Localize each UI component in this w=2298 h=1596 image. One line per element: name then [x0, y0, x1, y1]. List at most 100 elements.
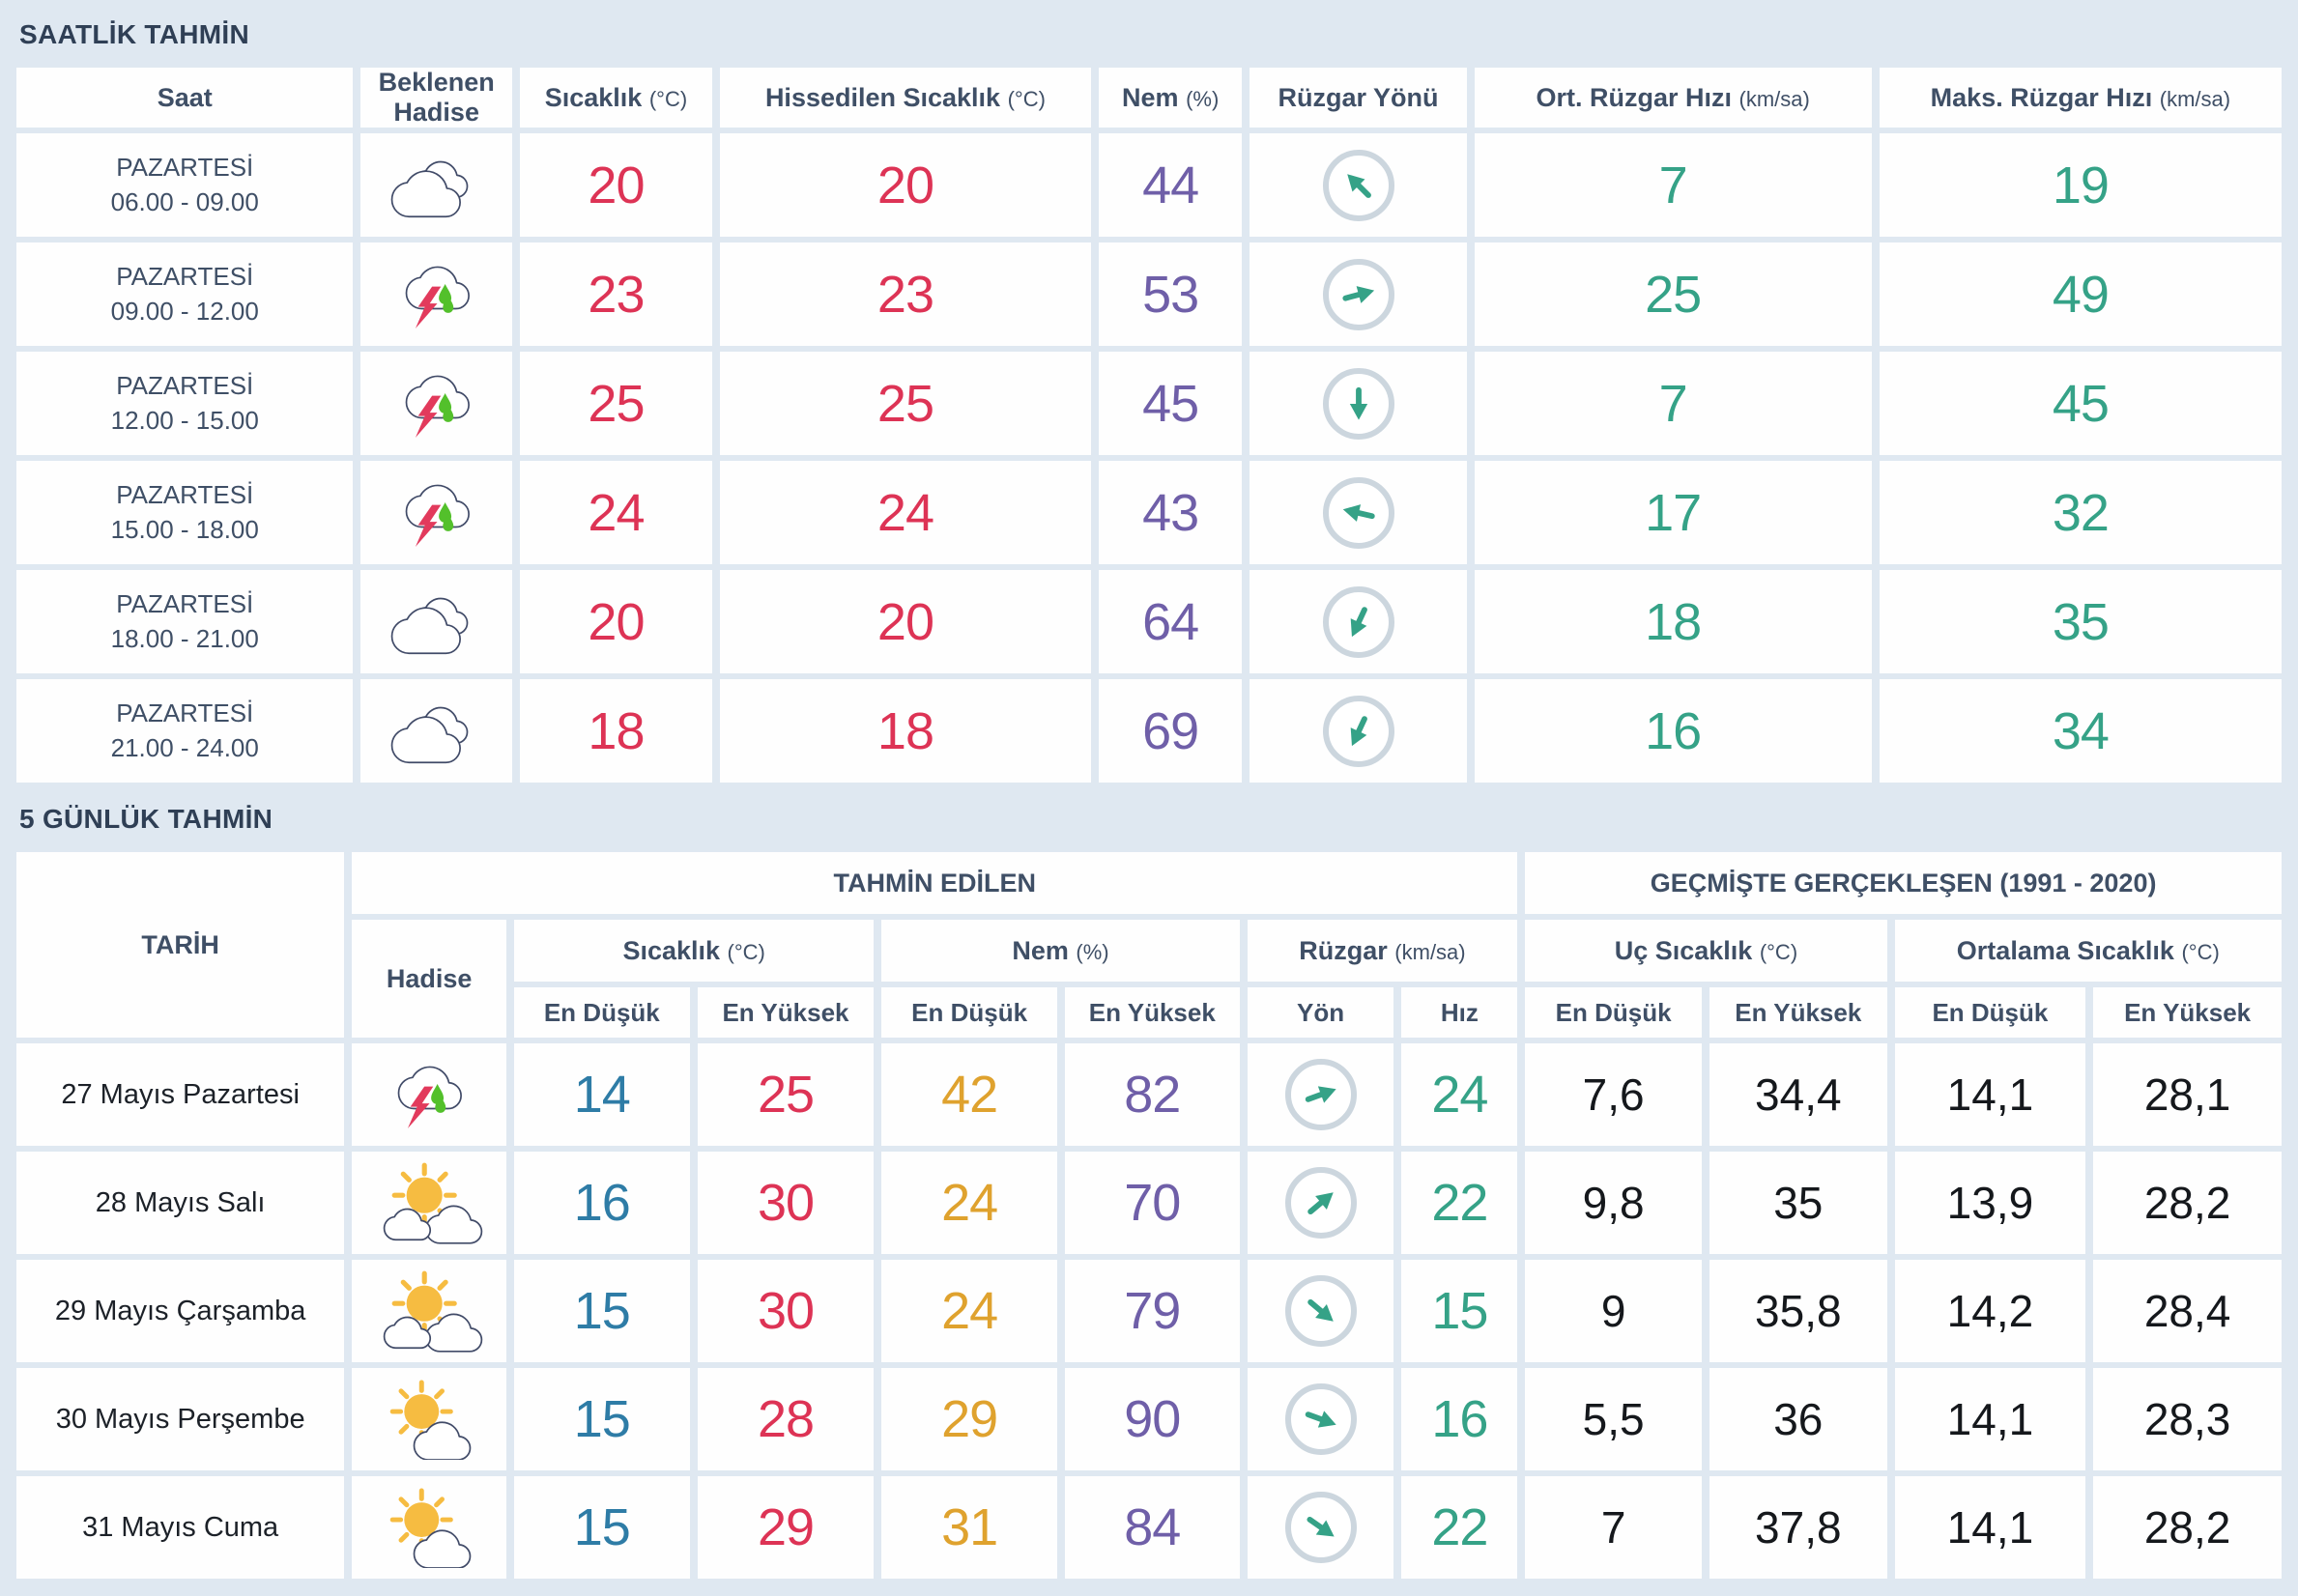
feels-like-cell: 20 — [719, 570, 1091, 673]
avg-wind-speed-cell: 18 — [1474, 570, 1872, 673]
two-clouds-icon — [388, 613, 485, 630]
col-header-time: Saat — [16, 68, 354, 128]
col-header-event: Hadise — [352, 920, 507, 1038]
col-header-ext-min: En Düşük — [1525, 987, 1702, 1038]
extreme-max-cell: 34,4 — [1709, 1043, 1887, 1146]
max-wind-speed-cell: 19 — [1879, 133, 2282, 237]
wind-direction-cell — [1250, 570, 1467, 673]
max-wind-speed-cell: 49 — [1879, 242, 2282, 346]
col-header-humidity: Nem (%) — [881, 920, 1240, 982]
humidity-cell: 45 — [1098, 352, 1243, 455]
time-cell: PAZARTESİ 12.00 - 15.00 — [16, 352, 354, 455]
col-header-humidity: Nem (%) — [1098, 68, 1243, 128]
humidity-cell: 43 — [1098, 461, 1243, 564]
humidity-min-cell: 29 — [881, 1368, 1057, 1470]
day-label: PAZARTESİ — [116, 153, 254, 183]
temp-min-cell: 15 — [514, 1368, 690, 1470]
col-header-max-wind-speed: Maks. Rüzgar Hızı (km/sa) — [1879, 68, 2282, 128]
daily-group-header-row: TARİH TAHMİN EDİLEN GEÇMİŞTE GERÇEKLEŞEN… — [16, 852, 2282, 1038]
col-header-expected-event: Beklenen Hadise — [360, 68, 512, 128]
extreme-min-cell: 5,5 — [1525, 1368, 1702, 1470]
extreme-min-cell: 7 — [1525, 1476, 1702, 1579]
extreme-max-cell: 35,8 — [1709, 1260, 1887, 1362]
col-header-extreme-temp: Uç Sıcaklık (°C) — [1525, 920, 1887, 982]
wind-direction-cell — [1247, 1043, 1394, 1146]
two-clouds-icon — [388, 177, 485, 193]
col-header-ext-max: En Yüksek — [1709, 987, 1887, 1038]
feels-like-cell: 24 — [719, 461, 1091, 564]
col-header-wind-dir: Yön — [1247, 987, 1394, 1038]
wind-direction-cell — [1250, 352, 1467, 455]
time-cell: PAZARTESİ 21.00 - 24.00 — [16, 679, 354, 783]
group-header-historical: GEÇMİŞTE GERÇEKLEŞEN (1991 - 2020) — [1525, 852, 2282, 914]
wind-direction-W-icon — [1322, 476, 1394, 549]
date-cell: 30 Mayıs Perşembe — [16, 1368, 345, 1470]
humidity-min-cell: 24 — [881, 1260, 1057, 1362]
humidity-min-cell: 31 — [881, 1476, 1057, 1579]
col-header-avg-wind-speed: Ort. Rüzgar Hızı (km/sa) — [1474, 68, 1872, 128]
wind-direction-ENE-icon — [1284, 1059, 1357, 1130]
feels-like-cell: 23 — [719, 242, 1091, 346]
time-range: 06.00 - 09.00 — [110, 186, 259, 216]
temp-max-cell: 25 — [697, 1043, 875, 1146]
average-min-cell: 14,1 — [1894, 1476, 2086, 1579]
average-max-cell: 28,2 — [2093, 1152, 2282, 1254]
average-max-cell: 28,1 — [2093, 1043, 2282, 1146]
event-cell — [352, 1368, 507, 1470]
temperature-cell: 18 — [519, 679, 712, 783]
humidity-min-cell: 42 — [881, 1043, 1057, 1146]
event-cell — [352, 1476, 507, 1579]
time-range: 09.00 - 12.00 — [110, 296, 259, 326]
wind-direction-SSW-icon — [1322, 585, 1394, 658]
extreme-max-cell: 37,8 — [1709, 1476, 1887, 1579]
time-range: 12.00 - 15.00 — [110, 405, 259, 435]
date-cell: 28 Mayıs Salı — [16, 1152, 345, 1254]
feels-like-cell: 20 — [719, 133, 1091, 237]
wind-direction-cell — [1247, 1260, 1394, 1362]
temperature-cell: 20 — [519, 133, 712, 237]
time-cell: PAZARTESİ 06.00 - 09.00 — [16, 133, 354, 237]
average-min-cell: 13,9 — [1894, 1152, 2086, 1254]
col-header-avg-max: En Yüksek — [2093, 987, 2282, 1038]
extreme-min-cell: 7,6 — [1525, 1043, 1702, 1146]
event-cell — [352, 1152, 507, 1254]
group-header-predicted: TAHMİN EDİLEN — [352, 852, 1518, 914]
wind-speed-cell: 16 — [1401, 1368, 1518, 1470]
avg-wind-speed-cell: 25 — [1474, 242, 1872, 346]
time-cell: PAZARTESİ 18.00 - 21.00 — [16, 570, 354, 673]
hourly-row: PAZARTESİ 21.00 - 24.00 18 18 69 16 34 — [16, 679, 2282, 783]
humidity-cell: 53 — [1098, 242, 1243, 346]
wind-speed-cell: 24 — [1401, 1043, 1518, 1146]
wind-speed-cell: 22 — [1401, 1476, 1518, 1579]
temp-min-cell: 15 — [514, 1476, 690, 1579]
cloud-lightning-rain-icon — [403, 504, 471, 547]
wind-direction-cell — [1250, 242, 1467, 346]
wind-direction-SE-icon — [1284, 1492, 1357, 1563]
temp-min-cell: 15 — [514, 1260, 690, 1362]
cloud-lightning-rain-icon — [395, 1086, 463, 1129]
time-cell: PAZARTESİ 09.00 - 12.00 — [16, 242, 354, 346]
day-label: PAZARTESİ — [116, 480, 254, 510]
extreme-max-cell: 36 — [1709, 1368, 1887, 1470]
time-range: 21.00 - 24.00 — [110, 732, 259, 762]
extreme-min-cell: 9,8 — [1525, 1152, 1702, 1254]
temp-max-cell: 28 — [697, 1368, 875, 1470]
max-wind-speed-cell: 45 — [1879, 352, 2282, 455]
avg-wind-speed-cell: 17 — [1474, 461, 1872, 564]
average-max-cell: 28,2 — [2093, 1476, 2282, 1579]
wind-direction-cell — [1247, 1476, 1394, 1579]
col-header-temperature: Sıcaklık (°C) — [514, 920, 875, 982]
daily-row: 28 Mayıs Salı 16 30 24 70 22 9,8 35 13,9 28,2 — [16, 1152, 2282, 1254]
temperature-cell: 25 — [519, 352, 712, 455]
date-cell: 29 Mayıs Çarşamba — [16, 1260, 345, 1362]
humidity-max-cell: 84 — [1064, 1476, 1240, 1579]
humidity-max-cell: 90 — [1064, 1368, 1240, 1470]
hourly-header-row: Saat Beklenen Hadise Sıcaklık (°C) Hisse… — [16, 68, 2282, 128]
weather-forecast-page: SAATLİK TAHMİN Saat Beklenen Hadise Sıca… — [16, 19, 2282, 1584]
wind-direction-cell — [1247, 1368, 1394, 1470]
wind-speed-cell: 22 — [1401, 1152, 1518, 1254]
temp-max-cell: 30 — [697, 1260, 875, 1362]
time-range: 15.00 - 18.00 — [110, 514, 259, 544]
max-wind-speed-cell: 32 — [1879, 461, 2282, 564]
daily-subheader-row: Hadise Sıcaklık (°C) Nem (%) Rüzgar (km/… — [16, 920, 2282, 1038]
